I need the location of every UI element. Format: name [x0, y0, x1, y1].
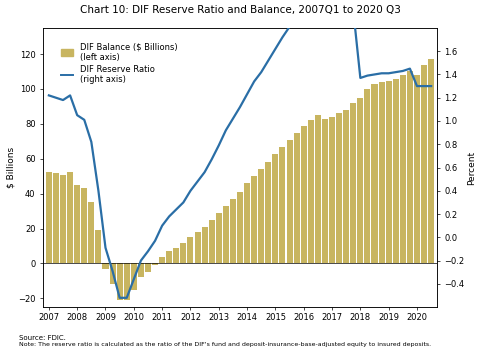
- Y-axis label: Percent: Percent: [468, 150, 476, 185]
- Bar: [180, 244, 186, 263]
- Bar: [421, 65, 427, 263]
- Text: Note: The reserve ratio is calculated as the ratio of the DIF's fund and deposit: Note: The reserve ratio is calculated as…: [19, 342, 432, 347]
- Bar: [287, 140, 293, 263]
- Bar: [109, 263, 116, 284]
- Bar: [159, 257, 165, 263]
- Bar: [393, 79, 399, 263]
- Bar: [223, 206, 229, 263]
- Bar: [329, 117, 335, 263]
- Y-axis label: $ Billions: $ Billions: [6, 147, 15, 188]
- Bar: [81, 188, 87, 263]
- Bar: [117, 263, 123, 299]
- Text: Chart 10: DIF Reserve Ratio and Balance, 2007Q1 to 2020 Q3: Chart 10: DIF Reserve Ratio and Balance,…: [80, 5, 400, 15]
- Bar: [400, 75, 406, 263]
- Bar: [53, 173, 59, 263]
- Bar: [237, 192, 243, 263]
- Bar: [124, 263, 130, 300]
- Bar: [173, 248, 180, 263]
- Bar: [88, 202, 95, 263]
- Bar: [407, 70, 413, 263]
- Bar: [265, 162, 271, 263]
- Bar: [308, 120, 314, 263]
- Bar: [67, 172, 73, 263]
- Bar: [138, 263, 144, 277]
- Bar: [357, 98, 363, 263]
- Bar: [96, 230, 101, 263]
- Bar: [258, 169, 264, 263]
- Bar: [272, 154, 278, 263]
- Bar: [103, 263, 108, 269]
- Bar: [202, 227, 208, 263]
- Bar: [60, 174, 66, 263]
- Bar: [152, 263, 158, 265]
- Bar: [244, 183, 250, 263]
- Bar: [372, 84, 377, 263]
- Bar: [145, 263, 151, 272]
- Bar: [364, 89, 371, 263]
- Bar: [251, 176, 257, 263]
- Bar: [187, 237, 193, 263]
- Bar: [428, 59, 434, 263]
- Bar: [209, 220, 215, 263]
- Bar: [131, 263, 137, 290]
- Bar: [74, 185, 80, 263]
- Bar: [166, 251, 172, 263]
- Legend: DIF Balance ($ Billions)
(left axis), DIF Reserve Ratio
(right axis): DIF Balance ($ Billions) (left axis), DI…: [59, 40, 180, 86]
- Bar: [343, 110, 349, 263]
- Bar: [294, 133, 300, 263]
- Bar: [350, 103, 356, 263]
- Bar: [414, 75, 420, 263]
- Bar: [279, 147, 286, 263]
- Bar: [300, 126, 307, 263]
- Bar: [46, 172, 52, 263]
- Bar: [336, 113, 342, 263]
- Bar: [315, 115, 321, 263]
- Text: Source: FDIC.: Source: FDIC.: [19, 335, 66, 341]
- Bar: [385, 81, 392, 263]
- Bar: [194, 232, 201, 263]
- Bar: [379, 82, 384, 263]
- Bar: [322, 119, 328, 263]
- Bar: [216, 213, 222, 263]
- Bar: [230, 199, 236, 263]
